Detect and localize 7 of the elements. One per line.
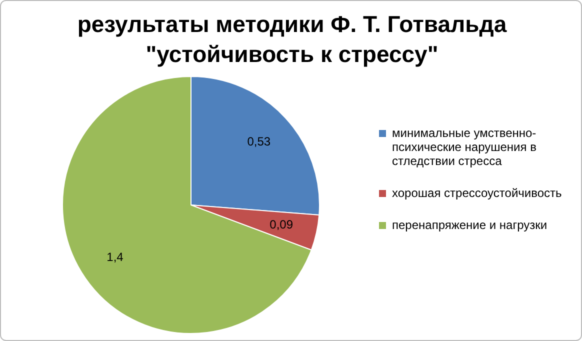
legend-label: перенапряжение и нагрузки [392, 218, 548, 232]
data-label: 0,09 [270, 217, 294, 232]
legend-label: минимальные умственно-психические нарушения в стледствии стресса [392, 126, 538, 168]
data-label: 1,4 [106, 250, 124, 264]
legend-label: хорошая стрессоустойчивость [392, 186, 562, 200]
data-label: 0,53 [247, 134, 271, 148]
chart-title: результаты методики Ф. Т. Готвальда "устойчивость к стрессу" [76, 10, 508, 69]
